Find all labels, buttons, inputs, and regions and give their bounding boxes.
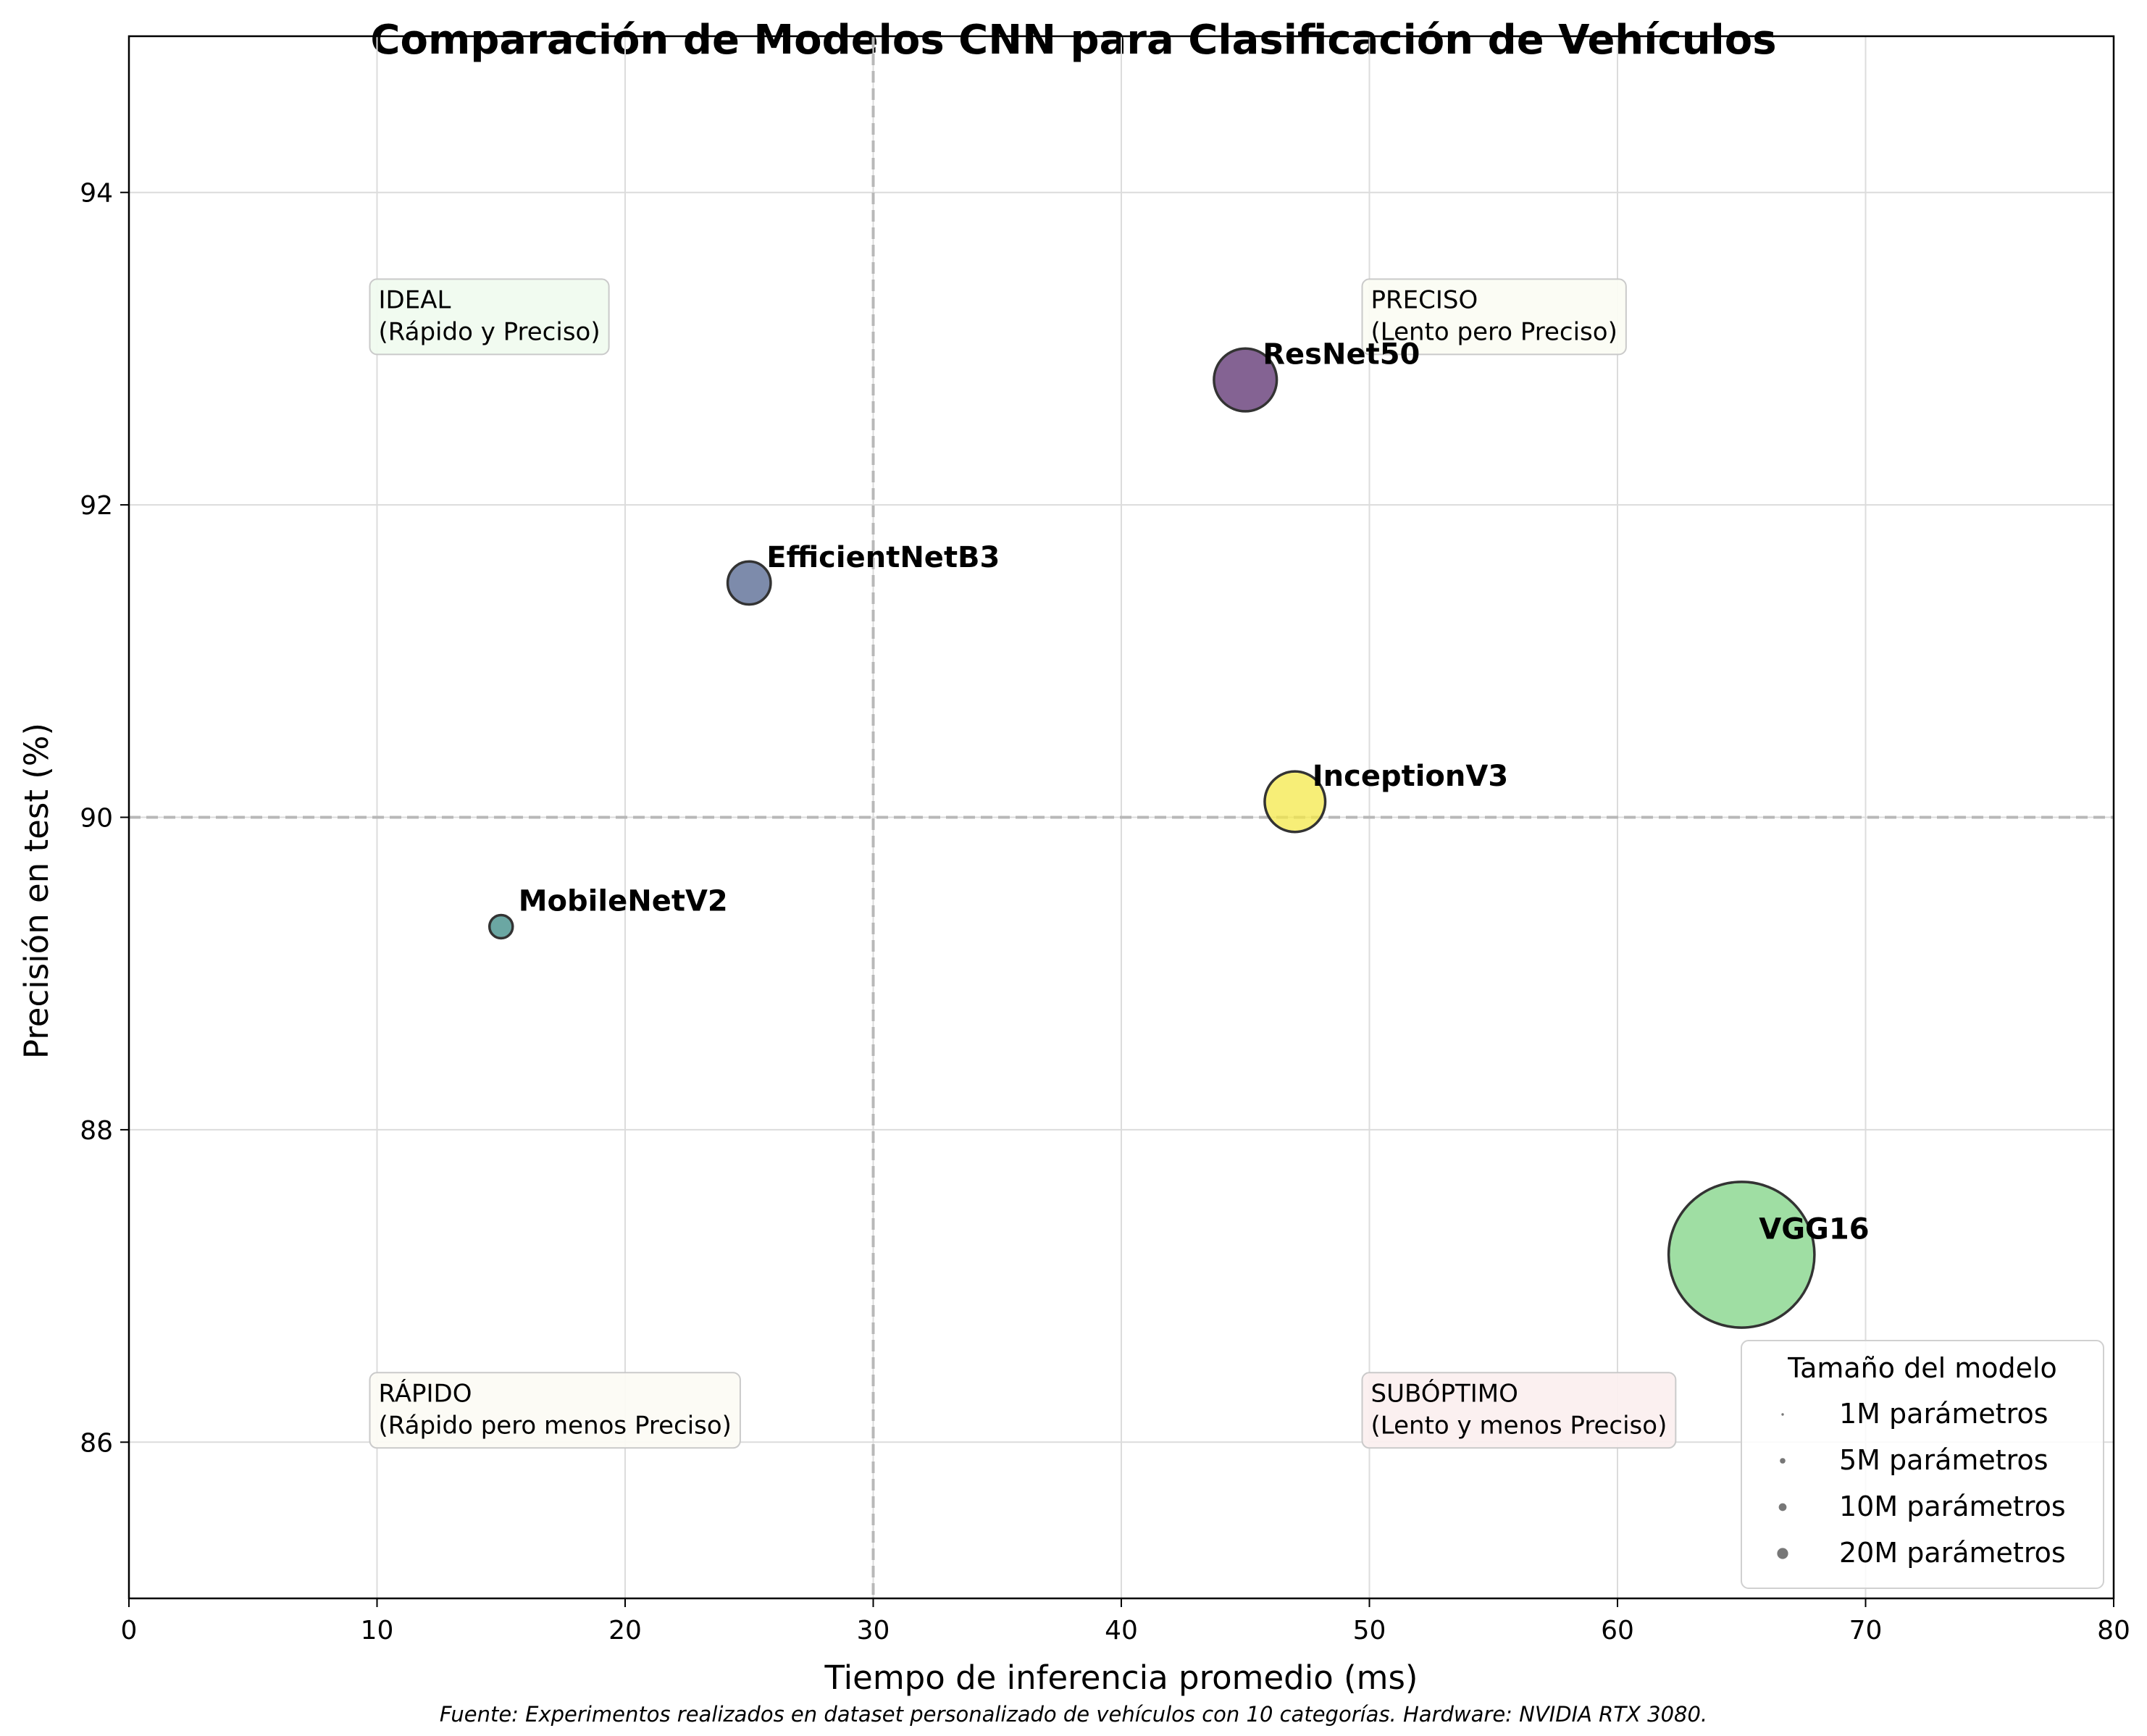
quadrant-subtitle: (Rápido pero menos Preciso) — [379, 1411, 732, 1440]
quadrant-box — [369, 1372, 741, 1449]
quadrant-annotation: PRECISO (Lento pero Preciso) — [1361, 278, 1627, 356]
x-tick-label: 30 — [857, 1616, 890, 1645]
x-tick-label: 70 — [1849, 1616, 1883, 1645]
quadrant-subtitle: (Lento pero Preciso) — [1371, 317, 1617, 346]
point-label: VGG16 — [1759, 1212, 1869, 1246]
quadrant-annotation: RÁPIDO (Rápido pero menos Preciso) — [369, 1372, 741, 1449]
chart-title: Comparación de Modelos CNN para Clasific… — [370, 17, 1776, 64]
legend-label: 10M parámetros — [1839, 1490, 2066, 1522]
x-tick-label: 60 — [1601, 1616, 1634, 1645]
reference-lines — [129, 36, 2114, 1598]
x-tick-label: 40 — [1105, 1616, 1138, 1645]
y-tick-label: 88 — [80, 1116, 113, 1146]
legend-label: 20M parámetros — [1839, 1537, 2066, 1569]
data-point — [726, 560, 772, 606]
legend-marker — [1780, 1458, 1786, 1464]
y-tick-label: 92 — [80, 491, 113, 521]
quadrant-box — [369, 278, 610, 356]
legend-marker — [1781, 1413, 1784, 1416]
x-tick-label: 0 — [121, 1616, 138, 1645]
x-tick-label: 20 — [608, 1616, 642, 1645]
quadrant-title: RÁPIDO — [379, 1378, 472, 1408]
quadrant-subtitle: (Rápido y Preciso) — [379, 317, 600, 346]
quadrant-box — [1361, 1372, 1677, 1449]
point-labels: ResNet50 EfficientNetB3 InceptionV3 MobileN… — [519, 338, 1870, 1246]
y-tick-label: 90 — [80, 804, 113, 834]
y-tick-label: 94 — [80, 179, 113, 209]
point-label: MobileNetV2 — [519, 884, 728, 918]
y-tick-label: 86 — [80, 1428, 113, 1458]
data-points — [487, 347, 1816, 1329]
legend-marker — [1778, 1503, 1787, 1511]
quadrant-subtitle: (Lento y menos Preciso) — [1371, 1411, 1667, 1440]
quadrant-annotation: SUBÓPTIMO (Lento y menos Preciso) — [1361, 1372, 1677, 1449]
legend-title: Tamaño del modelo — [1787, 1352, 2057, 1384]
legend-box — [1741, 1340, 2104, 1589]
quadrant-title: IDEAL — [379, 285, 451, 314]
data-point — [1263, 770, 1327, 834]
quadrant-title: PRECISO — [1371, 285, 1478, 314]
legend-label: 1M parámetros — [1839, 1398, 2048, 1430]
legend-label: 5M parámetros — [1839, 1444, 2048, 1476]
legend-marker — [1777, 1548, 1788, 1559]
point-label: ResNet50 — [1263, 338, 1420, 372]
quadrant-title: SUBÓPTIMO — [1371, 1378, 1518, 1408]
data-point — [487, 913, 514, 940]
x-tick-label: 50 — [1353, 1616, 1386, 1645]
footnote: Fuente: Experimentos realizados en datas… — [440, 1702, 1707, 1727]
x-tick-label: 80 — [2097, 1616, 2130, 1645]
x-tick-label: 10 — [361, 1616, 394, 1645]
point-label: EfficientNetB3 — [766, 541, 1000, 574]
quadrant-annotation: IDEAL (Rápido y Preciso) — [369, 278, 610, 356]
x-axis-label: Tiempo de inferencia promedio (ms) — [824, 1659, 1418, 1697]
quadrant-box — [1361, 278, 1627, 356]
data-point — [1213, 347, 1278, 413]
y-axis-label: Precisión en test (%) — [17, 723, 56, 1059]
data-point — [1667, 1181, 1816, 1329]
quadrant-annotations: IDEAL (Rápido y Preciso) PRECISO (Lento per… — [369, 278, 1677, 1449]
point-label: InceptionV3 — [1313, 760, 1508, 793]
legend: Tamaño del modelo 1M parámetros 5M parámet… — [1741, 1340, 2104, 1589]
axis-ticks: 0 10 20 30 40 50 60 70 80 86 88 90 92 94 — [80, 179, 2130, 1645]
